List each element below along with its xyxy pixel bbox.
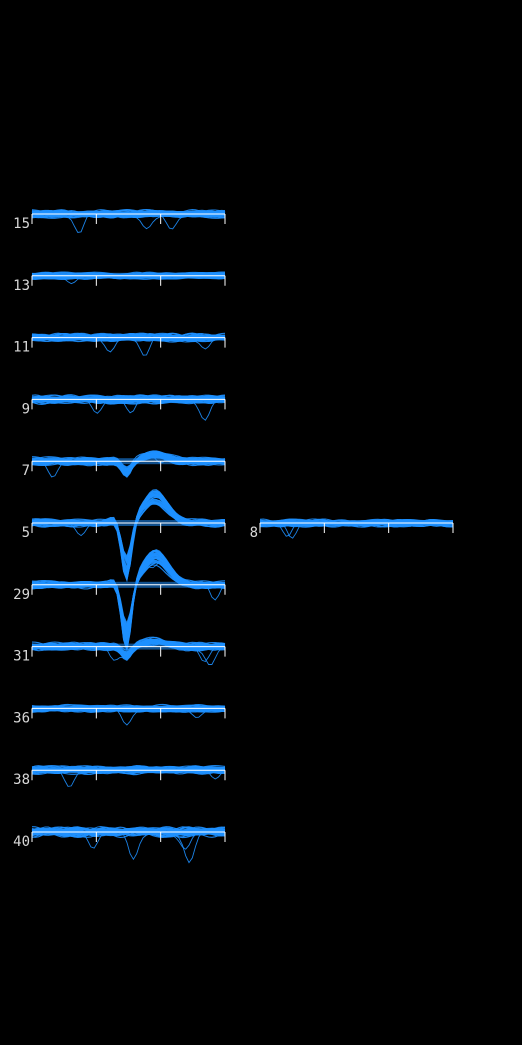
channel-panel-29: 29: [13, 549, 226, 651]
channel-label: 38: [13, 772, 30, 788]
channel-panel-13: 13: [13, 271, 226, 294]
channel-panel-8: 8: [250, 518, 454, 541]
channel-panel-31: 31: [13, 636, 226, 665]
channel-panel-7: 7: [22, 450, 226, 479]
waveform-panels: 15 13 11 9 7 5 29 31 36 38 40 8: [13, 208, 454, 864]
channel-label: 8: [250, 525, 258, 541]
channel-label: 29: [13, 587, 30, 603]
channel-label: 13: [13, 278, 30, 294]
channel-label: 40: [13, 834, 30, 850]
channel-panel-15: 15: [13, 208, 226, 234]
channel-label: 15: [13, 216, 30, 232]
waveform-trace: [32, 640, 225, 658]
channel-label: 36: [13, 710, 30, 726]
channel-panel-40: 40: [13, 826, 226, 864]
channel-panel-5: 5: [22, 489, 226, 583]
channel-label: 11: [13, 340, 30, 356]
channel-panel-11: 11: [13, 332, 226, 356]
channel-panel-36: 36: [13, 703, 226, 726]
channel-label: 9: [22, 401, 30, 417]
channel-panel-38: 38: [13, 765, 226, 788]
channel-panel-9: 9: [22, 394, 226, 421]
waveform-trace: [32, 209, 226, 216]
channel-label: 7: [22, 463, 30, 479]
channel-label: 5: [22, 525, 30, 541]
waveform-trace: [31, 499, 226, 558]
channel-label: 31: [13, 649, 30, 665]
